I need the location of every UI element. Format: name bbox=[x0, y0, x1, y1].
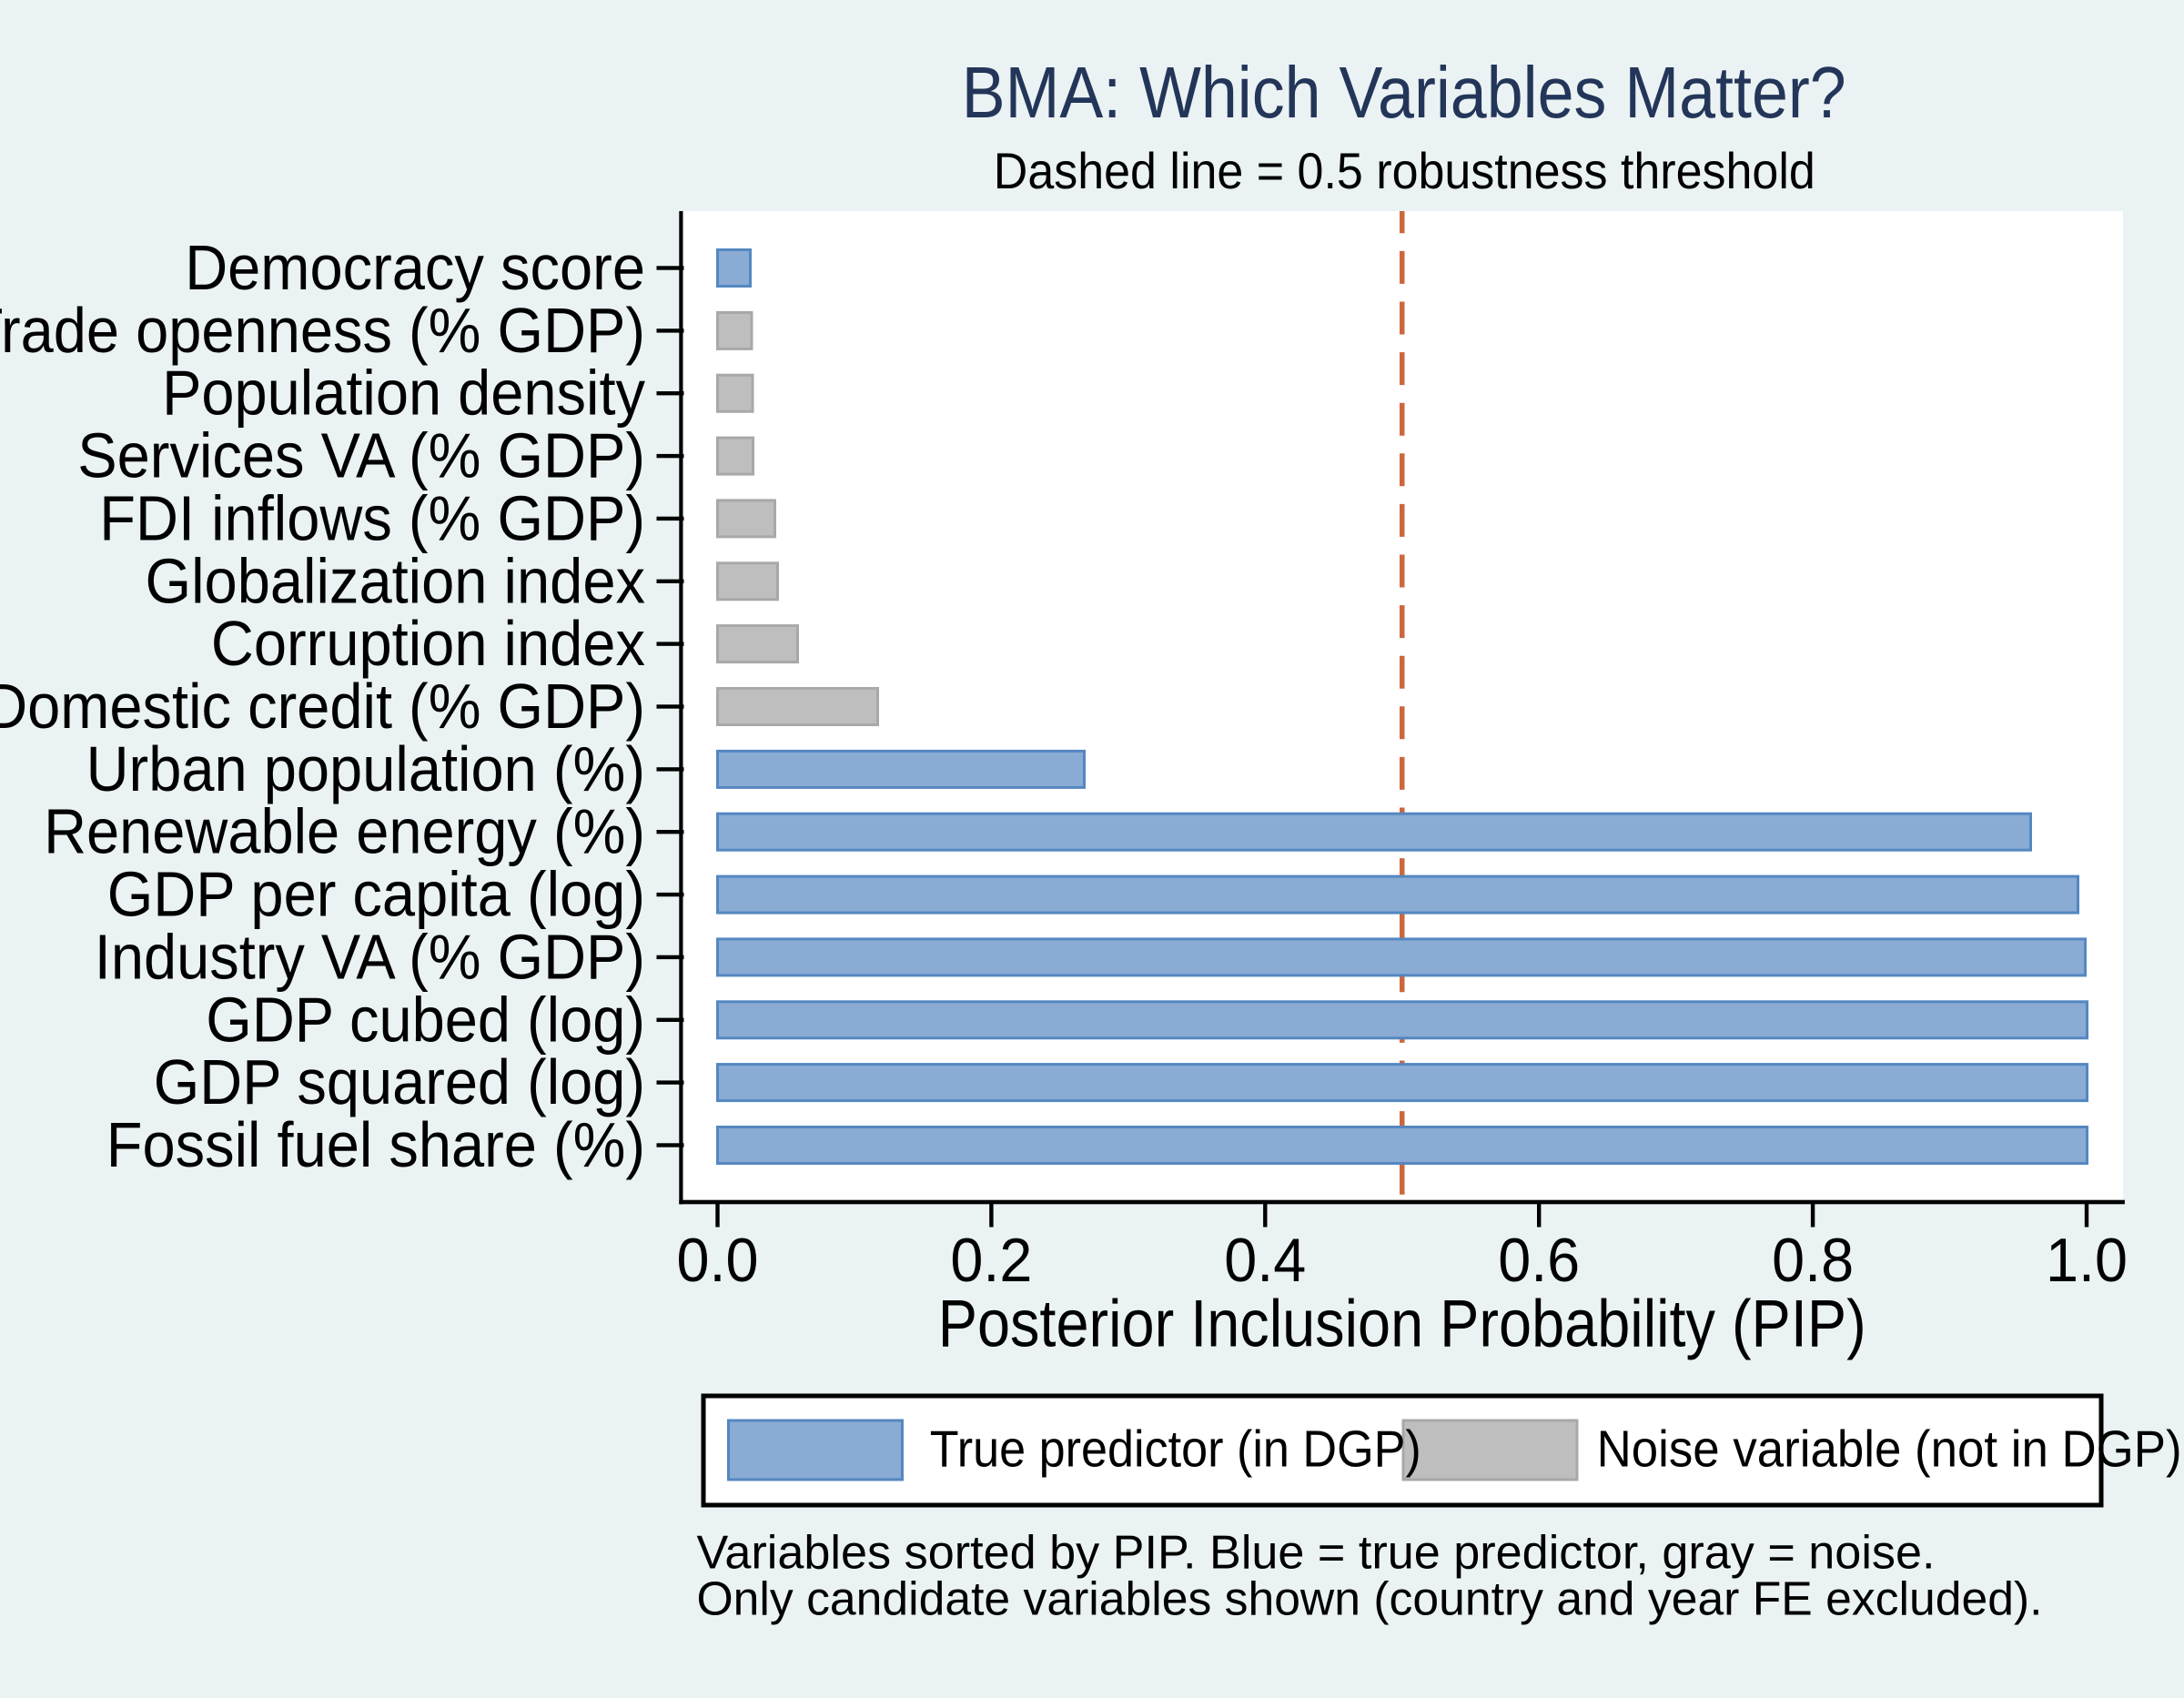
svg-text:FDI inflows (% GDP): FDI inflows (% GDP) bbox=[99, 482, 645, 553]
svg-text:1.0: 1.0 bbox=[2046, 1226, 2128, 1295]
svg-text:Fossil fuel share (%): Fossil fuel share (%) bbox=[106, 1109, 645, 1180]
svg-text:GDP squared (log): GDP squared (log) bbox=[154, 1046, 645, 1117]
svg-text:Services VA (% GDP): Services VA (% GDP) bbox=[77, 420, 645, 491]
svg-text:0.6: 0.6 bbox=[1498, 1226, 1580, 1295]
svg-text:Globalization index: Globalization index bbox=[146, 545, 646, 616]
svg-text:Population density: Population density bbox=[162, 358, 645, 429]
svg-text:Renewable energy (%): Renewable energy (%) bbox=[44, 796, 645, 867]
svg-text:Trade openness (% GDP): Trade openness (% GDP) bbox=[0, 295, 645, 366]
svg-text:Only candidate variables shown: Only candidate variables shown (country … bbox=[697, 1573, 2043, 1626]
svg-text:Variables sorted by PIP. Blue: Variables sorted by PIP. Blue = true pre… bbox=[697, 1526, 1936, 1579]
svg-text:0.4: 0.4 bbox=[1224, 1226, 1306, 1295]
svg-text:GDP per capita (log): GDP per capita (log) bbox=[107, 859, 645, 930]
svg-text:Dashed line = 0.5 robustness t: Dashed line = 0.5 robustness threshold bbox=[994, 142, 1815, 199]
svg-text:Posterior Inclusion Probabilit: Posterior Inclusion Probability (PIP) bbox=[938, 1287, 1866, 1360]
svg-text:Democracy score: Democracy score bbox=[185, 232, 645, 303]
svg-text:Urban population (%): Urban population (%) bbox=[86, 733, 645, 804]
svg-text:GDP cubed (log): GDP cubed (log) bbox=[206, 984, 645, 1055]
svg-text:Domestic credit (% GDP): Domestic credit (% GDP) bbox=[0, 671, 645, 742]
svg-text:BMA: Which Variables Matter?: BMA: Which Variables Matter? bbox=[962, 52, 1846, 133]
svg-text:0.2: 0.2 bbox=[950, 1226, 1032, 1295]
svg-text:0.0: 0.0 bbox=[677, 1226, 759, 1295]
svg-text:Industry VA (% GDP): Industry VA (% GDP) bbox=[95, 921, 645, 992]
svg-text:0.8: 0.8 bbox=[1772, 1226, 1854, 1295]
svg-text:Corruption index: Corruption index bbox=[211, 608, 645, 679]
svg-text:Noise variable (not in DGP): Noise variable (not in DGP) bbox=[1597, 1420, 2182, 1479]
svg-text:True predictor (in DGP): True predictor (in DGP) bbox=[930, 1420, 1421, 1479]
